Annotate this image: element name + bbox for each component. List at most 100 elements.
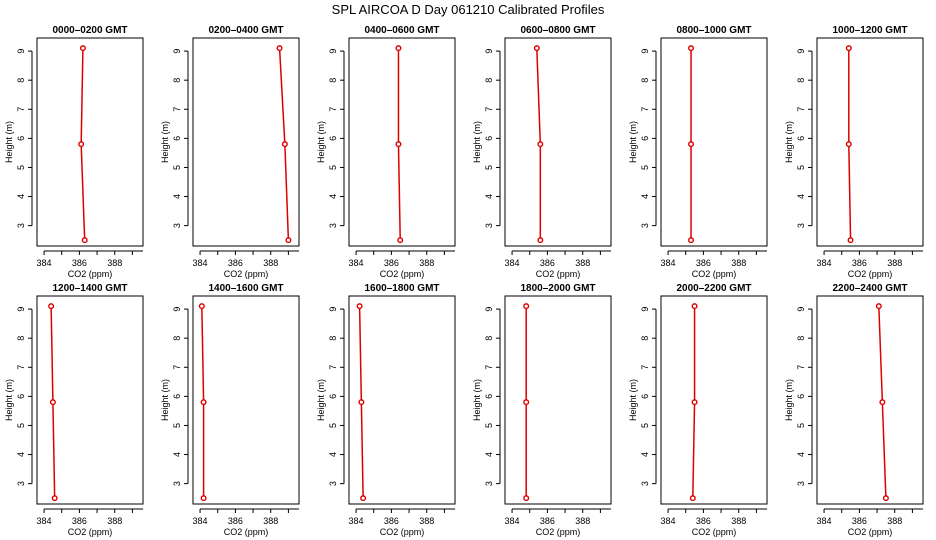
y-tick-label: 8 [640,78,650,83]
profile-segment [278,50,286,142]
plot-frame [192,37,300,247]
x-tick-label: 384 [37,516,52,526]
plot-frame [504,295,612,505]
x-axis-label: CO2 (ppm) [692,269,737,279]
data-point [200,399,207,406]
y-tick-label: 3 [16,481,26,486]
y-tick-label: 9 [484,49,494,54]
plot-frame [36,37,144,247]
plot-frame [816,37,924,247]
y-tick-label: 8 [484,336,494,341]
x-tick-label: 386 [852,516,867,526]
x-tick-label: 386 [228,516,243,526]
x-axis-label: CO2 (ppm) [224,269,269,279]
panel-title: 2000–2200 GMT [676,283,751,294]
data-point [688,237,695,244]
y-tick-label: 6 [484,394,494,399]
figure-title: SPL AIRCOA D Day 061210 Calibrated Profi… [332,2,605,17]
x-axis-label: CO2 (ppm) [68,527,113,537]
y-tick-label: 3 [796,481,806,486]
y-axis-label: Height (m) [784,121,794,163]
y-axis-label: Height (m) [316,121,326,163]
x-tick-label: 386 [852,258,867,268]
panel-title: 1800–2000 GMT [520,283,595,294]
profile-segment [692,404,696,496]
y-axis-label: Height (m) [472,379,482,421]
y-tick-label: 9 [16,307,26,312]
x-axis-label: CO2 (ppm) [536,527,581,537]
y-tick-label: 9 [328,307,338,312]
y-tick-label: 4 [640,194,650,199]
y-tick-label: 8 [796,78,806,83]
y-tick-label: 8 [484,78,494,83]
panel-title: 1600–1800 GMT [364,283,439,294]
y-tick-label: 9 [328,49,338,54]
y-tick-label: 7 [16,365,26,370]
data-point [200,495,207,502]
data-point [51,495,58,502]
y-tick-label: 4 [796,194,806,199]
y-tick-label: 6 [484,136,494,141]
x-tick-label: 386 [72,258,87,268]
x-tick-label: 388 [575,516,590,526]
y-axis-label: Height (m) [160,121,170,163]
plot-frame [348,295,456,505]
data-point [875,303,882,310]
y-tick-label: 6 [796,136,806,141]
x-axis-label: CO2 (ppm) [68,269,113,279]
y-tick-label: 4 [172,194,182,199]
data-point [276,45,283,52]
y-tick-label: 3 [484,481,494,486]
y-tick-label: 5 [172,423,182,428]
data-point [198,303,205,310]
y-axis-label: Height (m) [784,379,794,421]
y-tick-label: 3 [172,223,182,228]
y-tick-label: 7 [328,107,338,112]
x-tick-label: 386 [72,516,87,526]
plot-frame [660,37,768,247]
profile-segment [358,308,363,400]
y-tick-label: 5 [796,165,806,170]
profile-segment [284,146,290,238]
y-tick-label: 3 [796,223,806,228]
data-point [537,237,544,244]
x-tick-label: 384 [505,258,520,268]
data-point [285,237,292,244]
y-axis-label: Height (m) [472,121,482,163]
panel-title: 0200–0400 GMT [208,25,283,36]
x-tick-label: 386 [228,258,243,268]
x-axis-label: CO2 (ppm) [536,269,581,279]
data-point [360,495,367,502]
y-tick-label: 7 [16,107,26,112]
y-tick-label: 4 [16,194,26,199]
y-tick-label: 3 [640,223,650,228]
y-tick-label: 5 [328,423,338,428]
x-tick-label: 388 [263,258,278,268]
x-tick-label: 388 [887,516,902,526]
x-tick-label: 386 [696,258,711,268]
x-tick-label: 388 [731,258,746,268]
profile-segment [80,50,84,142]
x-tick-label: 388 [107,258,122,268]
y-tick-label: 8 [172,78,182,83]
y-tick-label: 8 [640,336,650,341]
profile-segment [536,50,541,142]
y-tick-label: 7 [796,365,806,370]
y-tick-label: 5 [16,165,26,170]
y-axis-label: Height (m) [160,379,170,421]
y-tick-label: 9 [484,307,494,312]
y-tick-label: 3 [16,223,26,228]
profile-segment [360,404,364,496]
profile-segment [848,146,852,238]
y-tick-label: 4 [328,194,338,199]
y-tick-label: 6 [16,136,26,141]
y-tick-label: 9 [796,307,806,312]
data-point [395,45,402,52]
y-tick-label: 7 [328,365,338,370]
y-tick-label: 8 [16,78,26,83]
